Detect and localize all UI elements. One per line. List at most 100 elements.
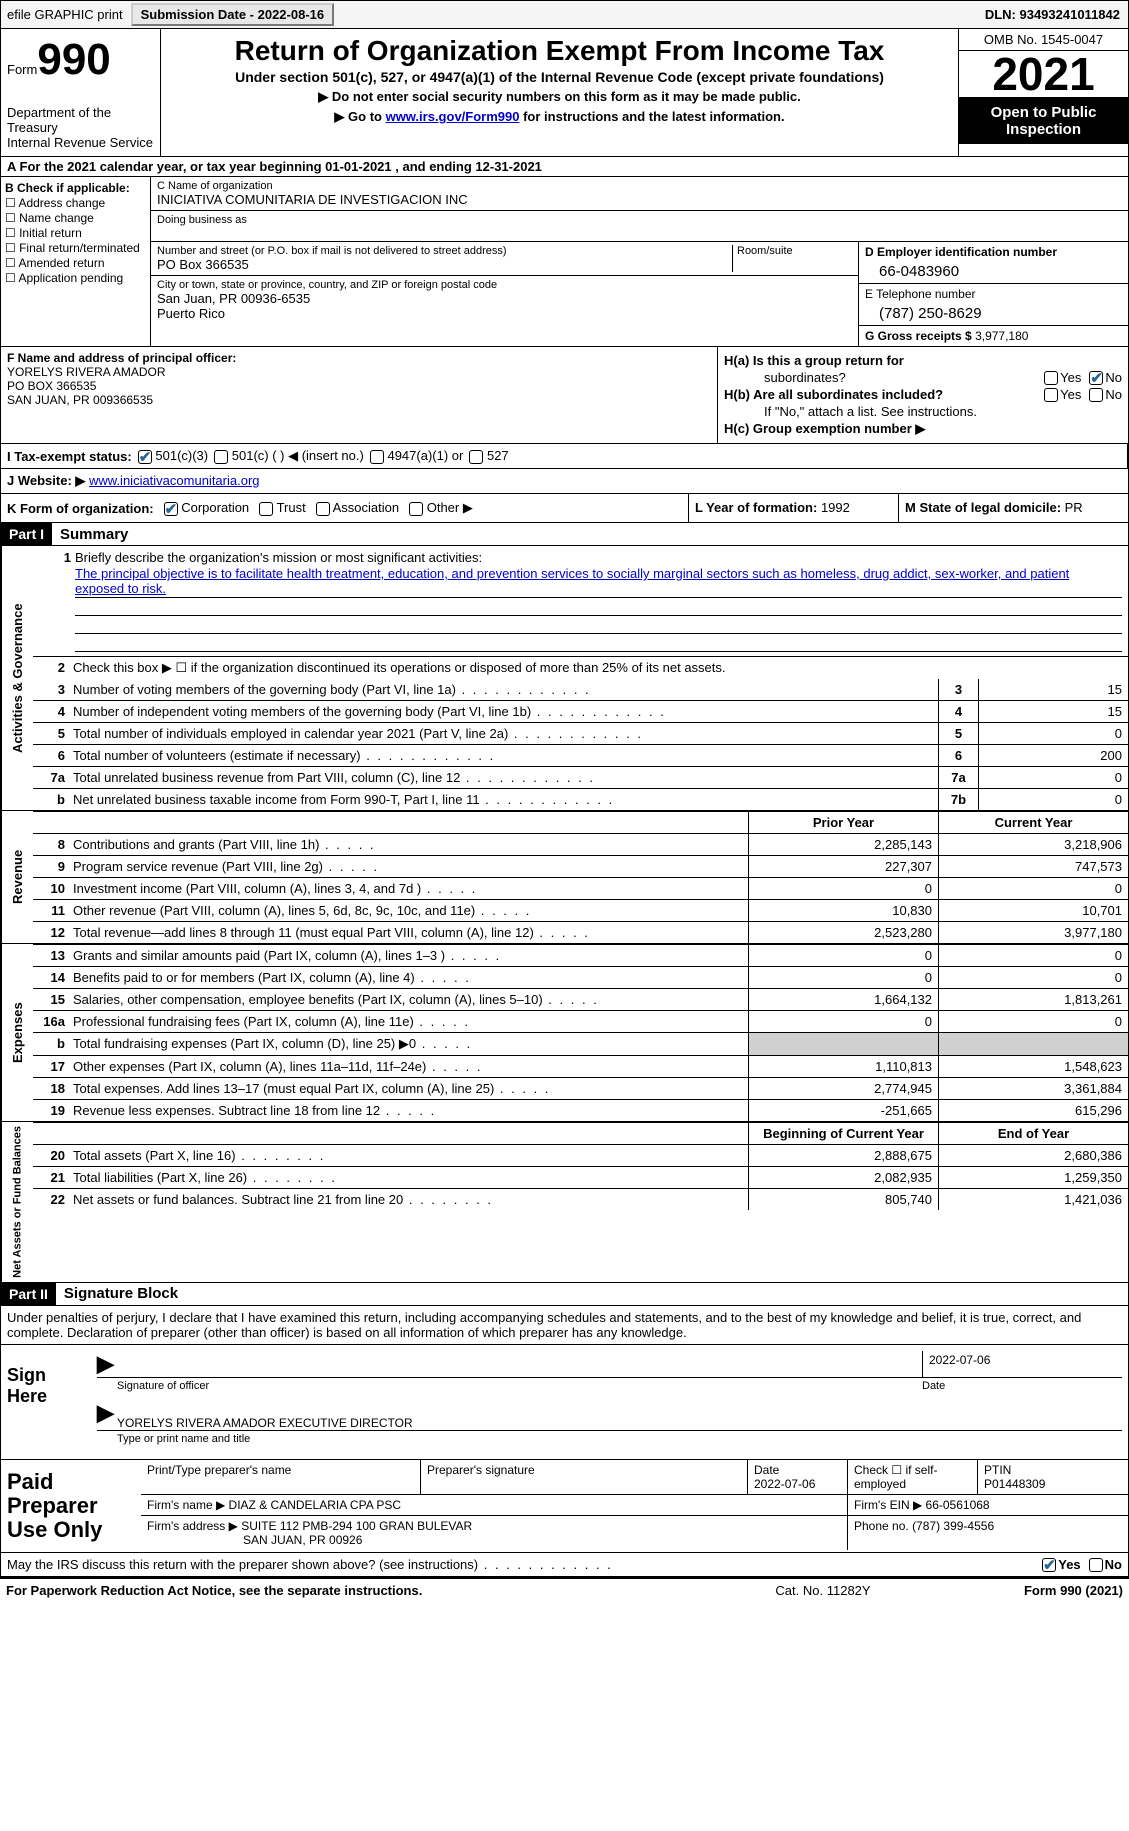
i-501c: 501(c) ( ) ◀ (insert no.) — [214, 448, 364, 464]
hb-no: No — [1089, 387, 1122, 402]
phone-value: (787) 399-4556 — [912, 1519, 994, 1533]
summary-line: 6 Total number of volunteers (estimate i… — [33, 744, 1128, 766]
revenue-line: 10 Investment income (Part VIII, column … — [33, 877, 1128, 899]
discuss-no: No — [1089, 1557, 1122, 1572]
tax-year: 2021 — [959, 51, 1128, 97]
opt-final-return: ☐ Final return/terminated — [5, 241, 146, 255]
self-employed-label: Check ☐ if self-employed — [848, 1460, 978, 1494]
sig-name-label: Type or print name and title — [97, 1433, 1122, 1445]
hdr-current-year: Current Year — [938, 812, 1128, 833]
name-label: C Name of organization — [157, 180, 273, 192]
opt-address-change: ☐ Address change — [5, 196, 146, 210]
efile-label: efile GRAPHIC print — [1, 5, 129, 24]
prep-date-value: 2022-07-06 — [754, 1477, 815, 1491]
part1-badge: Part I — [1, 523, 52, 545]
i-527: 527 — [469, 448, 508, 464]
footer-left: For Paperwork Reduction Act Notice, see … — [6, 1583, 723, 1598]
summary-line: 4 Number of independent voting members o… — [33, 700, 1128, 722]
row-i: I Tax-exempt status: 501(c)(3) 501(c) ( … — [0, 443, 1129, 468]
revenue-line: 8 Contributions and grants (Part VIII, l… — [33, 833, 1128, 855]
col-h: H(a) Is this a group return for subordin… — [718, 347, 1128, 443]
summary-netassets: Net Assets or Fund Balances Beginning of… — [0, 1122, 1129, 1283]
website-link[interactable]: www.iniciativacomunitaria.org — [89, 473, 260, 488]
i-501c3: 501(c)(3) — [138, 448, 208, 464]
room-label: Room/suite — [732, 245, 852, 272]
sig-name-value: YORELYS RIVERA AMADOR EXECUTIVE DIRECTOR — [117, 1400, 1122, 1430]
revenue-line: 11 Other revenue (Part VIII, column (A),… — [33, 899, 1128, 921]
summary-line: b Net unrelated business taxable income … — [33, 788, 1128, 810]
submission-date-label: Submission Date - 2022-08-16 — [131, 3, 335, 26]
street-label: Number and street (or P.O. box if mail i… — [157, 245, 507, 257]
form-subtitle-3: ▶ Go to www.irs.gov/Form990 for instruct… — [171, 109, 948, 125]
firm-addr-value1: SUITE 112 PMB-294 100 GRAN BULEVAR — [241, 1519, 472, 1533]
expense-line: 14 Benefits paid to or for members (Part… — [33, 966, 1128, 988]
opt-name-change: ☐ Name change — [5, 211, 146, 225]
header-left: Form990 Department of the Treasury Inter… — [1, 29, 161, 156]
summary-line: 5 Total number of individuals employed i… — [33, 722, 1128, 744]
f-label: F Name and address of principal officer: — [7, 351, 236, 365]
officer-name: YORELYS RIVERA AMADOR — [7, 365, 166, 379]
top-bar: efile GRAPHIC print Submission Date - 20… — [0, 0, 1129, 29]
paid-preparer-label: Paid Preparer Use Only — [1, 1460, 141, 1553]
gross-label: G Gross receipts $ — [865, 329, 972, 343]
netassets-line: 22 Net assets or fund balances. Subtract… — [33, 1188, 1128, 1210]
irs-link[interactable]: www.irs.gov/Form990 — [386, 109, 520, 124]
street-value: PO Box 366535 — [157, 257, 249, 272]
hdr-end-year: End of Year — [938, 1123, 1128, 1144]
discuss-text: May the IRS discuss this return with the… — [7, 1557, 613, 1572]
col-b-header: B Check if applicable: — [5, 181, 146, 195]
opt-application-pending: ☐ Application pending — [5, 271, 146, 285]
firm-name-label: Firm's name ▶ — [147, 1498, 225, 1512]
part1-title: Summary — [52, 526, 128, 543]
ein-label: D Employer identification number — [865, 245, 1122, 259]
i-label: I Tax-exempt status: — [7, 449, 132, 464]
expense-line: 19 Revenue less expenses. Subtract line … — [33, 1099, 1128, 1121]
line2-text: Check this box ▶ ☐ if the organization d… — [69, 657, 1128, 679]
footer-right: Form 990 (2021) — [923, 1583, 1123, 1598]
section-bcdeg: B Check if applicable: ☐ Address change … — [0, 177, 1129, 346]
revenue-line: 9 Program service revenue (Part VIII, li… — [33, 855, 1128, 877]
expense-line: 13 Grants and similar amounts paid (Part… — [33, 944, 1128, 966]
form-number: 990 — [37, 35, 110, 84]
netassets-line: 20 Total assets (Part X, line 16) 2,888,… — [33, 1144, 1128, 1166]
form-word: Form — [7, 62, 37, 77]
row-a-taxyear: A For the 2021 calendar year, or tax yea… — [0, 157, 1129, 177]
sig-officer-label: Signature of officer — [117, 1380, 922, 1392]
officer-addr2: SAN JUAN, PR 009366535 — [7, 393, 153, 407]
part1-header: Part I Summary — [0, 523, 1129, 546]
k-trust: Trust — [259, 500, 306, 516]
expense-line: 16a Professional fundraising fees (Part … — [33, 1010, 1128, 1032]
sign-here-label: Sign Here — [1, 1345, 91, 1459]
summary-revenue: Revenue Prior Year Current Year 8 Contri… — [0, 811, 1129, 944]
form-header: Form990 Department of the Treasury Inter… — [0, 29, 1129, 157]
hdr-prior-year: Prior Year — [748, 812, 938, 833]
k-corp: Corporation — [164, 500, 250, 516]
tel-label: E Telephone number — [865, 287, 976, 301]
form-subtitle-1: Under section 501(c), 527, or 4947(a)(1)… — [171, 69, 948, 85]
k-assoc: Association — [316, 500, 399, 516]
vtab-revenue: Revenue — [1, 811, 33, 943]
vtab-expenses: Expenses — [1, 944, 33, 1121]
col-f: F Name and address of principal officer:… — [1, 347, 718, 443]
country-value: Puerto Rico — [157, 306, 225, 321]
revenue-line: 12 Total revenue—add lines 8 through 11 … — [33, 921, 1128, 943]
i-4947: 4947(a)(1) or — [370, 448, 464, 464]
k-label: K Form of organization: — [7, 501, 154, 516]
prep-sig-label: Preparer's signature — [427, 1463, 535, 1477]
row-m: M State of legal domicile: PR — [898, 494, 1128, 522]
dba-label: Doing business as — [157, 214, 247, 226]
sig-date-value: 2022-07-06 — [929, 1353, 990, 1367]
part2-header: Part II Signature Block — [0, 1283, 1129, 1306]
paid-preparer-block: Paid Preparer Use Only Print/Type prepar… — [0, 1460, 1129, 1554]
hb-note: If "No," attach a list. See instructions… — [724, 404, 1122, 419]
summary-line: 7a Total unrelated business revenue from… — [33, 766, 1128, 788]
opt-amended-return: ☐ Amended return — [5, 256, 146, 270]
part2-badge: Part II — [1, 1283, 56, 1305]
ha-no: No — [1089, 370, 1122, 385]
col-c: C Name of organization INICIATIVA COMUNI… — [151, 177, 1128, 346]
summary-expenses: Expenses 13 Grants and similar amounts p… — [0, 944, 1129, 1122]
k-other: Other ▶ — [409, 500, 473, 516]
vtab-netassets: Net Assets or Fund Balances — [1, 1122, 33, 1282]
dept-label: Department of the Treasury — [7, 105, 154, 135]
row-j: J Website: ▶ www.iniciativacomunitaria.o… — [0, 468, 1129, 493]
